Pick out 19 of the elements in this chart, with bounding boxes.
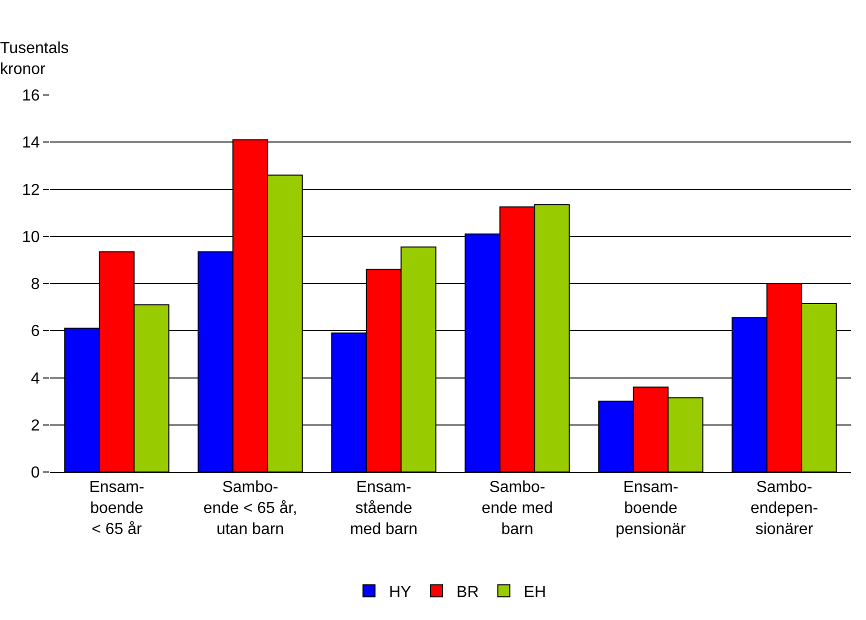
y-tick-label: 8 [30, 276, 40, 294]
y-tick-label: 14 [22, 134, 40, 152]
y-tick-label: 4 [30, 370, 40, 388]
legend-label: BR [456, 584, 479, 601]
x-tick-label: Sambo- ende med barn [482, 479, 553, 538]
y-tick-label: 2 [30, 417, 40, 434]
x-tick-label: Ensam- stående med barn [350, 479, 418, 538]
legend-label: HY [389, 584, 412, 601]
x-tick-label: Sambo- ende < 65 år, utan barn [203, 479, 298, 538]
y-tick-label: 12 [22, 182, 40, 199]
y-tick-label: 16 [22, 88, 40, 105]
x-tick-label: Ensam- boende < 65 år [89, 479, 144, 538]
y-tick-label: 0 [30, 464, 40, 482]
y-tick-label: 6 [30, 323, 40, 340]
legend-label: EH [524, 584, 546, 601]
x-tick-label: Sambo- endepen- sionärer [750, 479, 818, 538]
x-tick-label: Ensam- boende pensionär [616, 479, 687, 538]
y-tick-label: 10 [22, 228, 40, 246]
y-axis-title: Tusentals kronor [0, 40, 69, 78]
